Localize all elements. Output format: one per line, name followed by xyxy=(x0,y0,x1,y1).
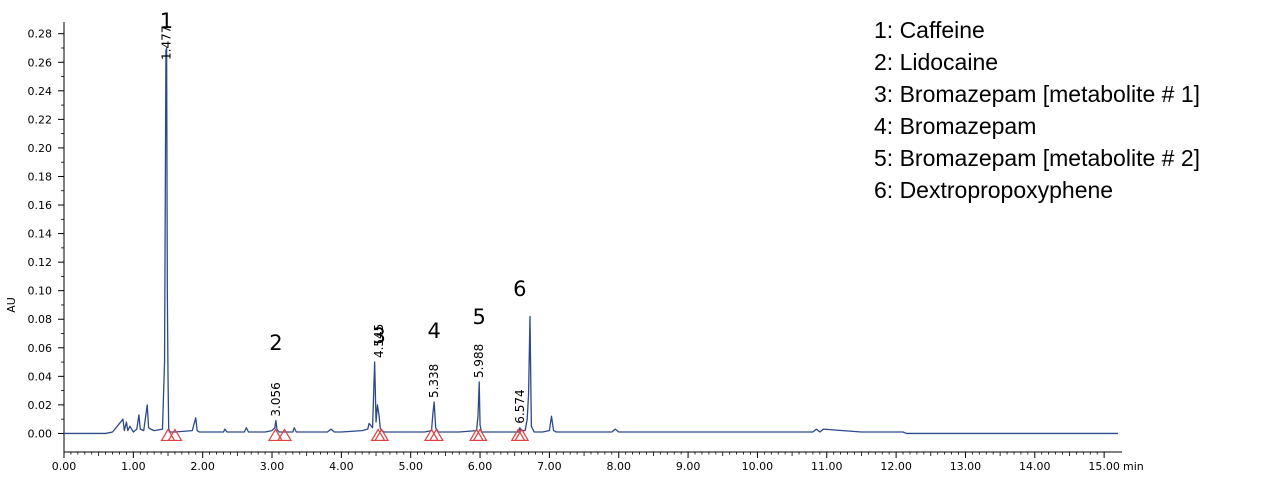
legend-entry: 3: Bromazepam [metabolite # 1] xyxy=(874,81,1200,107)
x-tick-label: 8.00 xyxy=(606,460,631,473)
legend-entry: 1: Caffeine xyxy=(874,17,985,43)
y-tick-label: 0.12 xyxy=(28,256,53,269)
peak-marker-triangle xyxy=(267,428,284,442)
peak-number: 6 xyxy=(513,277,526,301)
x-tick-label: 5.00 xyxy=(398,460,423,473)
axes: 0.00 1.00 2.00 3.00 4.00 5.00 6.00 7.00 8.00 9.00… xyxy=(5,22,1144,473)
peak-number: 1 xyxy=(160,9,173,33)
x-tick-label: 0.00 xyxy=(52,460,77,473)
y-tick-label: 0.22 xyxy=(28,113,53,126)
peak-number: 3 xyxy=(372,324,385,348)
peak-marker-triangle xyxy=(374,428,390,442)
legend: 1: Caffeine 2: Lidocaine 3: Bromazepam [me… xyxy=(874,17,1200,203)
peak-rt-label: 6.574 xyxy=(513,389,527,423)
peak-labels: 11.477 2 3.056 34.545 4 5.338 5 5.988 6 6.574 xyxy=(159,9,526,424)
peak-rt-label: 5.988 xyxy=(472,344,486,378)
y-tick-label: 0.24 xyxy=(28,85,53,98)
peak-markers xyxy=(160,428,530,442)
x-tick-label: 2.00 xyxy=(190,460,215,473)
y-axis-label: AU xyxy=(5,297,18,313)
trace xyxy=(64,47,1118,435)
peak-number: 2 xyxy=(269,331,282,355)
y-tick-label: 0.00 xyxy=(28,427,53,440)
x-tick-label: 4.00 xyxy=(329,460,354,473)
y-tick-label: 0.04 xyxy=(28,370,53,383)
legend-entry: 6: Dextropropoxyphene xyxy=(874,177,1113,203)
y-tick-label: 0.20 xyxy=(28,142,53,155)
y-tick-label: 0.18 xyxy=(28,170,53,183)
x-tick-label: 9.00 xyxy=(676,460,701,473)
peak-number: 4 xyxy=(427,319,440,343)
peak-marker-triangle xyxy=(428,428,444,442)
y-tick-label: 0.14 xyxy=(28,228,53,241)
peak-rt-label: 5.338 xyxy=(427,364,441,398)
x-tick-label: 7.00 xyxy=(537,460,562,473)
legend-entry: 4: Bromazepam xyxy=(874,113,1036,139)
y-tick-label: 0.06 xyxy=(28,342,53,355)
x-tick-label: 14.00 xyxy=(1019,460,1051,473)
peak-number: 5 xyxy=(473,305,486,329)
y-tick-label: 0.26 xyxy=(28,56,53,69)
x-unit-label: min xyxy=(1123,460,1144,473)
y-tick-label: 0.10 xyxy=(28,285,53,298)
peak-rt-label: 4.545 xyxy=(372,324,386,358)
peak-marker-triangle xyxy=(472,428,488,442)
chromatogram-line xyxy=(64,47,1118,435)
x-tick-label: 10.00 xyxy=(742,460,774,473)
legend-entry: 2: Lidocaine xyxy=(874,49,998,75)
x-tick-label: 12.00 xyxy=(880,460,912,473)
x-tick-label: 11.00 xyxy=(811,460,843,473)
x-tick-label: 1.00 xyxy=(121,460,146,473)
y-tick-label: 0.28 xyxy=(28,28,53,41)
peak-marker-triangle xyxy=(276,428,293,442)
peak-rt-label: 3.056 xyxy=(269,382,283,416)
x-tick-label: 6.00 xyxy=(468,460,493,473)
y-tick-label: 0.16 xyxy=(28,199,53,212)
x-tick-label: 15.00 xyxy=(1088,460,1120,473)
legend-entry: 5: Bromazepam [metabolite # 2] xyxy=(874,145,1200,171)
x-tick-label: 3.00 xyxy=(260,460,285,473)
peak-marker-triangle xyxy=(160,428,176,442)
peak-marker-triangle xyxy=(167,428,183,442)
x-tick-label: 13.00 xyxy=(950,460,982,473)
y-tick-label: 0.08 xyxy=(28,313,53,326)
peak-rt-label: 1.477 xyxy=(159,26,173,60)
y-tick-label: 0.02 xyxy=(28,399,53,412)
peak-marker-triangle xyxy=(514,428,530,442)
